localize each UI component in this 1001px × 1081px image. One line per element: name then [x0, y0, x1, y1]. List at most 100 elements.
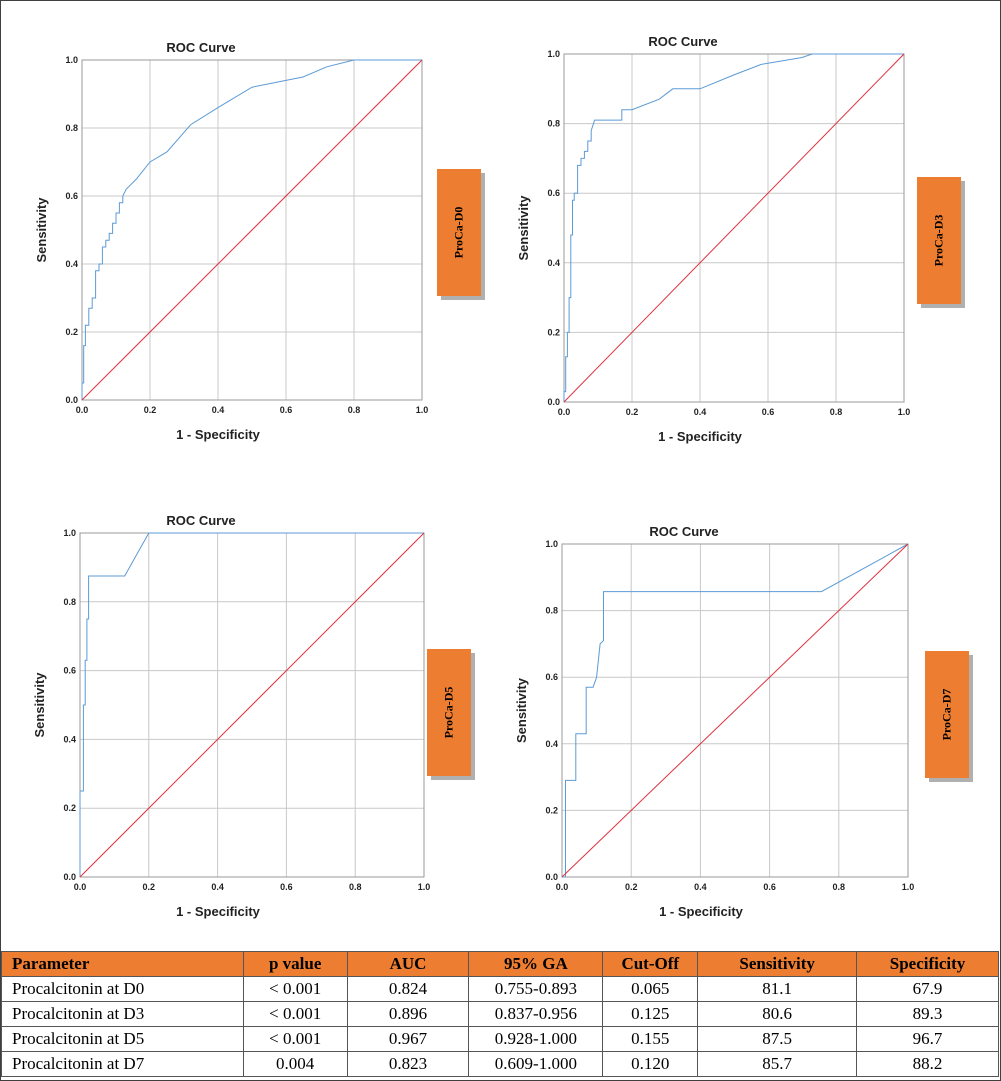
cell-sensitivity: 85.7: [697, 1051, 858, 1077]
cell-specificity: 67.9: [856, 976, 999, 1002]
cell-cut-off: 0.120: [602, 1051, 699, 1077]
plot-frame: [81, 59, 423, 401]
x-tick-label: 0.4: [212, 405, 225, 415]
table-row: Procalcitonin at D5 < 0.001 0.967 0.928-…: [1, 1026, 999, 1052]
x-tick-label: 1.0: [416, 405, 429, 415]
x-tick-label: 0.2: [626, 407, 639, 417]
cell-auc: 0.823: [346, 1051, 470, 1077]
cell-cut-off: 0.155: [602, 1026, 699, 1052]
x-tick-label: 1.0: [418, 882, 431, 892]
y-tick-label: 1.0: [545, 539, 558, 549]
cell-auc: 0.967: [346, 1026, 470, 1052]
y-tick-label: 0.2: [63, 803, 76, 813]
table-row: Procalcitonin at D0 < 0.001 0.824 0.755-…: [1, 976, 999, 1002]
cell-95-ga: 0.837-0.956: [468, 1001, 604, 1027]
x-tick-label: 0.0: [556, 882, 569, 892]
chart-tag-proca-d3: ProCa-D3: [917, 177, 961, 304]
roc-figure-canvas: 0.00.00.20.20.40.40.60.60.80.81.01.0ROC …: [32, 34, 915, 919]
x-axis-label: 1 - Specificity: [658, 429, 743, 444]
table-row: Procalcitonin at D7 0.004 0.823 0.609-1.…: [1, 1051, 999, 1077]
x-axis-label: 1 - Specificity: [176, 904, 261, 919]
y-tick-label: 0.4: [63, 734, 76, 744]
y-tick-label: 0.0: [63, 872, 76, 882]
y-tick-label: 0.8: [65, 123, 78, 133]
y-tick-label: 0.2: [547, 327, 560, 337]
header-sensitivity: Sensitivity: [697, 951, 858, 977]
header-parameter: Parameter: [1, 951, 244, 977]
y-tick-label: 0.8: [63, 597, 76, 607]
chart-tag-proca-d5: ProCa-D5: [427, 649, 471, 776]
y-tick-label: 0.6: [547, 188, 560, 198]
cell-95-ga: 0.609-1.000: [468, 1051, 604, 1077]
y-tick-label: 0.8: [545, 606, 558, 616]
roc-curve-line: [562, 543, 909, 878]
table-row: Procalcitonin at D3 < 0.001 0.896 0.837-…: [1, 1001, 999, 1027]
cell-specificity: 89.3: [856, 1001, 999, 1027]
x-tick-label: 0.0: [76, 405, 89, 415]
y-tick-label: 0.8: [547, 119, 560, 129]
plot-frame: [563, 53, 905, 403]
y-tick-label: 0.4: [65, 259, 78, 269]
y-tick-label: 0.6: [545, 672, 558, 682]
cell-sensitivity: 80.6: [697, 1001, 858, 1027]
y-tick-label: 1.0: [63, 528, 76, 538]
cell-auc: 0.896: [346, 1001, 470, 1027]
roc-curve-line: [563, 53, 904, 402]
y-tick-label: 1.0: [547, 49, 560, 59]
cell-specificity: 88.2: [856, 1051, 999, 1077]
cell-parameter: Procalcitonin at D5: [1, 1026, 244, 1052]
header-95-ga: 95% GA: [468, 951, 604, 977]
x-tick-label: 0.4: [694, 882, 707, 892]
x-tick-label: 0.6: [280, 882, 293, 892]
y-tick-label: 0.6: [63, 666, 76, 676]
x-tick-label: 0.6: [280, 405, 293, 415]
y-axis-label: Sensitivity: [32, 672, 47, 738]
header-cut-off: Cut-Off: [602, 951, 699, 977]
y-tick-label: 0.0: [545, 872, 558, 882]
results-table: Parameter p value AUC 95% GA Cut-Off Sen…: [1, 951, 999, 1077]
y-tick-label: 0.4: [545, 739, 558, 749]
cell-sensitivity: 81.1: [697, 976, 858, 1002]
x-tick-label: 0.8: [830, 407, 843, 417]
cell-p-value: < 0.001: [242, 1001, 348, 1027]
reference-diagonal-line: [79, 532, 425, 878]
cell-p-value: 0.004: [242, 1051, 348, 1077]
cell-cut-off: 0.065: [602, 976, 699, 1002]
chart-title: ROC Curve: [649, 524, 718, 539]
reference-diagonal-line: [81, 59, 423, 401]
x-tick-label: 0.6: [762, 407, 775, 417]
y-tick-label: 1.0: [65, 55, 78, 65]
x-tick-label: 0.2: [144, 405, 157, 415]
cell-parameter: Procalcitonin at D3: [1, 1001, 244, 1027]
header-auc: AUC: [346, 951, 470, 977]
y-tick-label: 0.0: [547, 397, 560, 407]
chart-title: ROC Curve: [648, 34, 717, 49]
cell-specificity: 96.7: [856, 1026, 999, 1052]
cell-p-value: < 0.001: [242, 1026, 348, 1052]
x-tick-label: 0.0: [558, 407, 571, 417]
x-tick-label: 0.0: [74, 882, 87, 892]
chart-tag-proca-d0: ProCa-D0: [437, 169, 481, 296]
x-tick-label: 0.2: [625, 882, 638, 892]
x-axis-label: 1 - Specificity: [176, 427, 261, 442]
cell-p-value: < 0.001: [242, 976, 348, 1002]
cell-sensitivity: 87.5: [697, 1026, 858, 1052]
x-tick-label: 1.0: [902, 882, 915, 892]
x-tick-label: 0.4: [694, 407, 707, 417]
x-tick-label: 0.6: [763, 882, 776, 892]
cell-95-ga: 0.928-1.000: [468, 1026, 604, 1052]
cell-95-ga: 0.755-0.893: [468, 976, 604, 1002]
header-p-value: p value: [242, 951, 348, 977]
y-tick-label: 0.6: [65, 191, 78, 201]
roc-curve-line: [79, 532, 424, 877]
chart-title: ROC Curve: [166, 513, 235, 528]
header-specificity: Specificity: [856, 951, 999, 977]
y-tick-label: 0.0: [65, 395, 78, 405]
roc-curve-line: [81, 59, 422, 400]
reference-diagonal-line: [563, 53, 905, 403]
reference-diagonal-line: [561, 543, 909, 878]
y-tick-label: 0.2: [65, 327, 78, 337]
y-axis-label: Sensitivity: [34, 197, 49, 263]
chart-title: ROC Curve: [166, 40, 235, 55]
x-tick-label: 0.2: [143, 882, 156, 892]
